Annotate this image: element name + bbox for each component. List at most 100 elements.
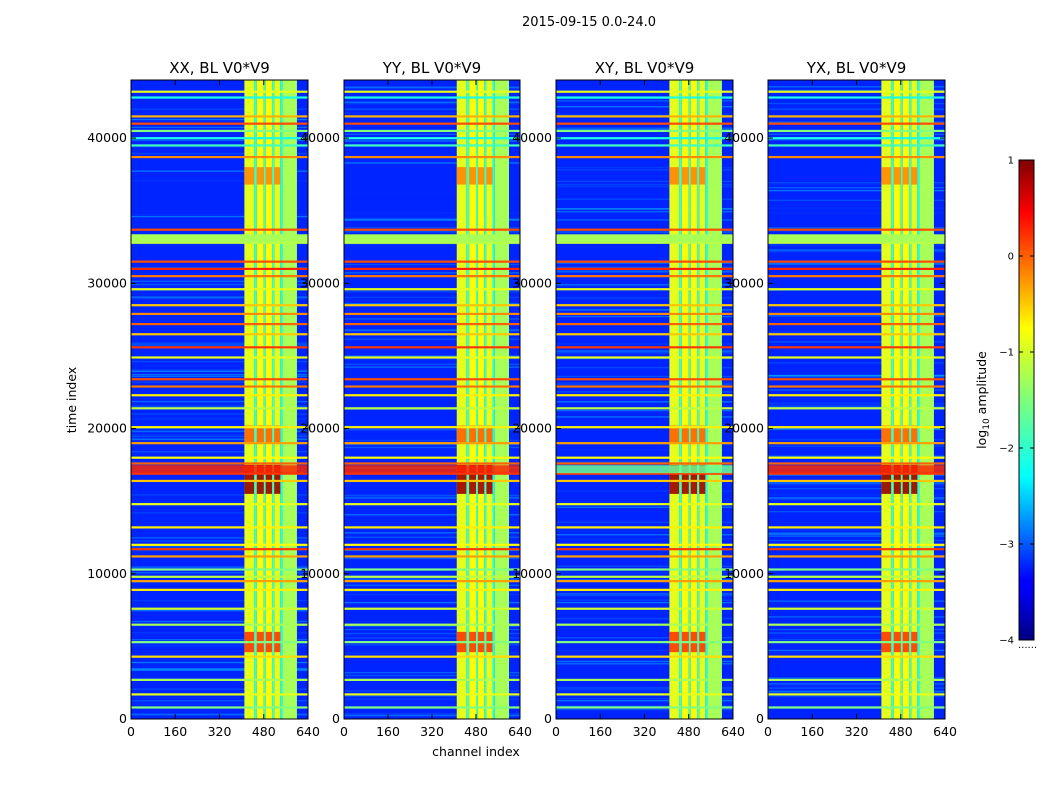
heatmap-noise-row	[768, 263, 945, 266]
rfi-row	[556, 426, 733, 429]
rfi-row	[556, 442, 733, 445]
y-tick-label: 30000	[300, 275, 340, 290]
rfi-row	[768, 548, 945, 551]
heatmap-noise-row	[556, 343, 733, 345]
rfi-row	[556, 275, 733, 278]
y-tick-label: 0	[332, 711, 340, 726]
heatmap-noise-row	[768, 183, 945, 186]
x-tick-label: 160	[588, 724, 612, 739]
rfi-row	[344, 555, 520, 558]
hot-region	[244, 464, 255, 494]
heatmap-noise-row	[556, 352, 733, 354]
hot-region	[256, 464, 264, 494]
heatmap-noise-row	[768, 632, 945, 634]
rfi-wide-row	[131, 465, 308, 474]
rfi-row	[344, 96, 520, 99]
panel-title: YX, BL V0*V9	[806, 59, 907, 77]
heatmap-noise-row	[556, 593, 733, 595]
rfi-row	[556, 479, 733, 483]
heatmap-noise-row	[131, 661, 308, 664]
heatmap-noise-row	[556, 538, 733, 540]
heatmap-noise-row	[131, 668, 308, 671]
y-tick-label: 40000	[300, 130, 340, 145]
hot-region	[902, 167, 910, 185]
rfi-row	[131, 312, 308, 316]
channel-band	[274, 80, 281, 719]
rfi-row	[556, 394, 733, 397]
rfi-row	[556, 503, 733, 506]
heatmap-noise-row	[344, 270, 520, 272]
heatmap-noise-row	[131, 297, 308, 299]
heatmap-noise-row	[344, 140, 520, 142]
heatmap-noise-row	[768, 539, 945, 542]
heatmap-noise-row	[344, 443, 520, 446]
rfi-row	[131, 526, 308, 529]
rfi-row	[768, 555, 945, 558]
y-tick-label: 20000	[512, 421, 552, 436]
rfi-row	[131, 543, 308, 546]
heatmap-noise-row	[344, 133, 520, 135]
rfi-row	[131, 304, 308, 307]
heatmap-noise-row	[556, 689, 733, 691]
rfi-row	[768, 312, 945, 316]
hot-region	[274, 464, 281, 494]
rfi-row	[556, 580, 733, 583]
y-tick-label: 10000	[724, 566, 764, 581]
heatmap-noise-row	[131, 537, 308, 539]
heatmap-noise-row	[344, 632, 520, 635]
rfi-row	[768, 90, 945, 93]
heatmap-noise-row	[344, 381, 520, 383]
heatmap-image	[768, 80, 945, 719]
heatmap-noise-row	[344, 446, 520, 449]
rfi-row	[556, 267, 733, 270]
x-tick-label: 0	[552, 724, 560, 739]
x-tick-label: 480	[464, 724, 488, 739]
heatmap-noise-row	[131, 451, 308, 453]
channel-band	[272, 80, 275, 719]
heatmap-noise-row	[344, 355, 520, 357]
x-tick-label: 320	[420, 724, 444, 739]
heatmap-noise-row	[768, 616, 945, 618]
heatmap-noise-row	[556, 128, 733, 131]
heatmap-noise-row	[556, 640, 733, 642]
heatmap-noise-row	[344, 162, 520, 164]
hot-region	[274, 425, 281, 444]
rfi-row	[344, 356, 520, 359]
hot-region	[902, 464, 910, 494]
heatmap-noise-row	[131, 430, 308, 432]
heatmap-noise-row	[131, 401, 308, 403]
heatmap-noise-row	[131, 213, 308, 216]
heatmap-noise-row	[344, 628, 520, 631]
heatmap-noise-row	[131, 678, 308, 680]
rfi-row	[344, 129, 520, 133]
hot-region	[681, 425, 689, 444]
heatmap-noise-row	[344, 358, 520, 361]
heatmap-noise-row	[556, 660, 733, 663]
heatmap-noise-row	[344, 318, 520, 320]
heatmap-noise-row	[344, 112, 520, 114]
heatmap-noise-row	[768, 532, 945, 535]
heatmap-noise-row	[344, 329, 520, 332]
hot-region	[477, 425, 485, 444]
heatmap-noise-row	[556, 665, 733, 667]
channel-band	[919, 80, 934, 719]
heatmap-noise-row	[131, 645, 308, 647]
rfi-row	[768, 706, 945, 709]
rfi-row	[344, 655, 520, 658]
heatmap-noise-row	[768, 207, 945, 209]
heatmap-noise-row	[131, 343, 308, 345]
heatmap-noise-row	[768, 230, 945, 233]
rfi-row	[768, 472, 945, 475]
hot-region	[690, 425, 698, 444]
heatmap-noise-row	[556, 449, 733, 451]
hot-region	[881, 167, 892, 185]
colorbar-label-rest: amplitude	[974, 351, 989, 418]
heatmap-noise-row	[131, 435, 308, 438]
heatmap-noise-row	[768, 494, 945, 496]
rfi-row	[344, 275, 520, 278]
rfi-row	[556, 407, 733, 410]
hot-region	[690, 464, 698, 494]
rfi-row	[131, 568, 308, 571]
rfi-row	[768, 623, 945, 626]
heatmap-noise-row	[768, 108, 945, 110]
